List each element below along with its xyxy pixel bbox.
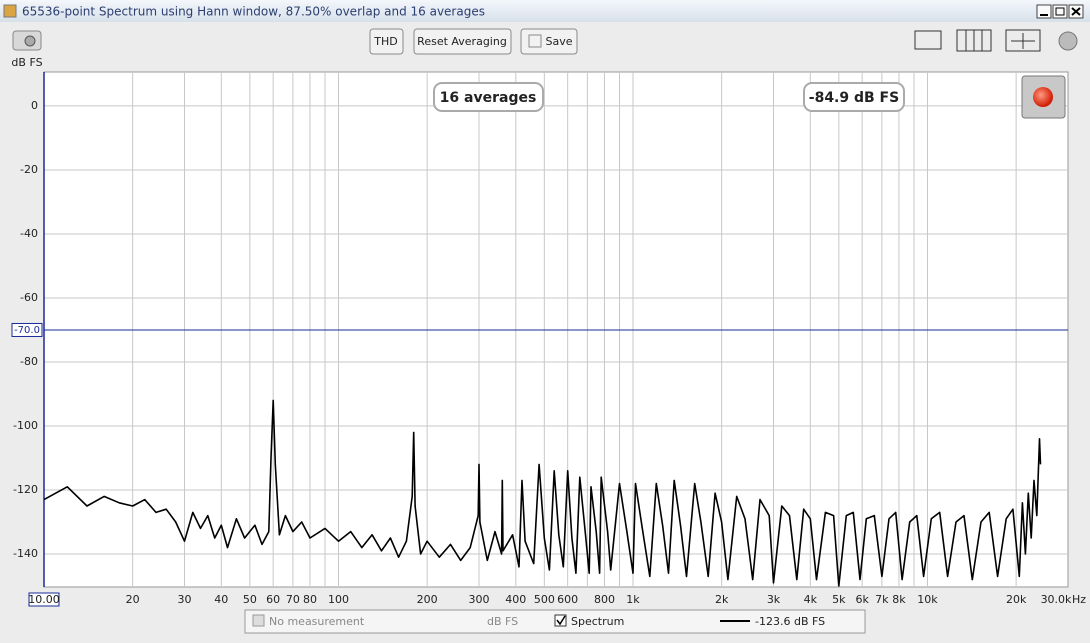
camera-button[interactable]: [12, 30, 42, 51]
button-label[interactable]: Save: [545, 35, 572, 48]
x-tick-label: 50: [243, 593, 257, 606]
y-tick-label: -60: [20, 291, 38, 304]
annotation: 16 averages: [440, 90, 537, 106]
x-axis-label: Hz: [1072, 593, 1086, 606]
y-tick-label: -80: [20, 355, 38, 368]
x-tick-label: 8k: [892, 593, 906, 606]
x-tick-label: 40: [214, 593, 228, 606]
legend-checkbox[interactable]: [252, 614, 265, 627]
x-tick-label: 20k: [1006, 593, 1027, 606]
annotation-box: [803, 82, 905, 112]
app-icon: [3, 4, 17, 18]
legend-label: No measurement: [269, 615, 365, 628]
x-tick-label: 300: [469, 593, 490, 606]
x-tick-label: 4k: [804, 593, 818, 606]
x-tick-label: 20: [126, 593, 140, 606]
title-bar: [0, 0, 1090, 22]
view-icons[interactable]: [914, 29, 1078, 52]
check-mark: [556, 615, 566, 626]
x-tick-label: 3k: [767, 593, 781, 606]
x-cursor-box: [28, 592, 60, 607]
y-tick-label: -140: [13, 547, 38, 560]
x-tick-label: 800: [594, 593, 615, 606]
save-button[interactable]: [520, 28, 578, 55]
y-tick-label: -120: [13, 483, 38, 496]
x-tick-label: 6k: [855, 593, 869, 606]
x-tick-label: 10.00: [28, 593, 60, 606]
x-tick-label: 200: [417, 593, 438, 606]
x-tick-label: 500: [534, 593, 555, 606]
x-tick-label: 2k: [715, 593, 729, 606]
x-tick-label: 30.0k: [1041, 593, 1072, 606]
annotation: -84.9 dB FS: [809, 90, 899, 106]
x-tick-label: 1k: [626, 593, 640, 606]
y-tick-label: -40: [20, 227, 38, 240]
y-tick-label: -100: [13, 419, 38, 432]
thd-button[interactable]: [369, 28, 404, 55]
x-tick-label: 10k: [917, 593, 938, 606]
x-tick-label: 100: [328, 593, 349, 606]
x-tick-label: 30: [178, 593, 192, 606]
x-tick-label: 60: [266, 593, 280, 606]
y-tick-label: 0: [31, 99, 38, 112]
window-controls[interactable]: [1036, 4, 1084, 19]
spectrum-line: [43, 399, 1042, 587]
annotation-box: [433, 82, 544, 112]
x-tick-label: 7k: [875, 593, 889, 606]
legend-readout: -123.6 dB FS: [755, 615, 825, 628]
y-axis-label: dB FS: [11, 56, 42, 69]
legend-checkbox[interactable]: [554, 614, 567, 627]
legend-label: Spectrum: [571, 615, 624, 628]
y-tick-label: -20: [20, 163, 38, 176]
button-label[interactable]: THD: [373, 35, 397, 48]
legend-unit: dB FS: [487, 615, 518, 628]
x-tick-label: 5k: [832, 593, 846, 606]
cursor-label: -70.0: [14, 325, 40, 336]
x-tick-label: 400: [505, 593, 526, 606]
cursor-label-box: [11, 322, 43, 337]
window-title: 65536-point Spectrum using Hann window, …: [22, 5, 485, 19]
button-label[interactable]: Reset Averaging: [417, 35, 507, 48]
x-tick-label: 80: [303, 593, 317, 606]
x-tick-label: 600: [557, 593, 578, 606]
x-tick-label: 70: [286, 593, 300, 606]
record-button[interactable]: [1021, 75, 1066, 119]
reset-button[interactable]: [413, 28, 512, 55]
